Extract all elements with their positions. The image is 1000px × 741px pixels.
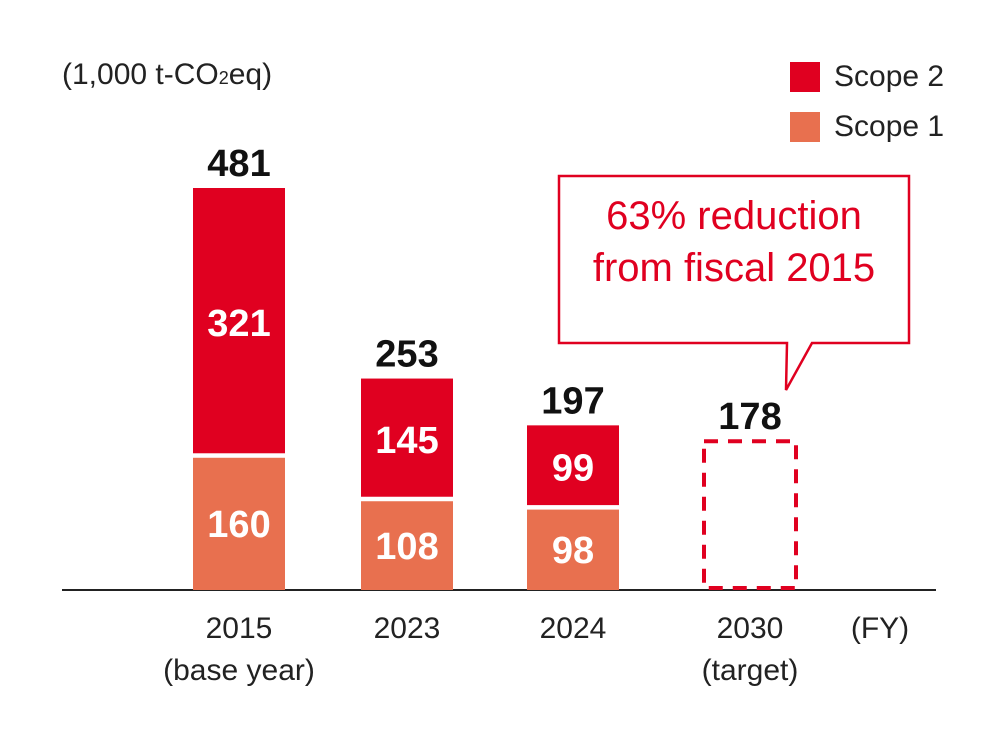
- x-tick-label: 2015: [206, 612, 273, 645]
- callout-box: [557, 174, 911, 391]
- unit-label: (1,000 t-CO2eq): [62, 58, 273, 91]
- segment-label: 108: [375, 526, 438, 568]
- legend-swatch-scope-2: [790, 62, 820, 92]
- annotation-line-1: 63% reduction: [606, 194, 862, 238]
- bar-scope-2: [361, 378, 453, 497]
- bar-scope-1: [193, 457, 285, 590]
- bar-scope-2: [527, 425, 619, 506]
- annotation-line-2: from fiscal 2015: [592, 246, 876, 290]
- reduction-annotation: 63% reduction from fiscal 2015: [560, 190, 908, 294]
- legend-swatch-scope-1: [790, 112, 820, 142]
- target-bar: [702, 439, 798, 590]
- legend-label: Scope 1: [834, 110, 945, 143]
- total-label: 178: [718, 396, 781, 438]
- segment-label: 99: [552, 448, 594, 490]
- x-tick-note: (base year): [163, 654, 315, 687]
- segment-label: 160: [207, 504, 270, 546]
- segment-label: 98: [552, 530, 594, 572]
- segment-label: 145: [375, 420, 438, 462]
- legend-label: Scope 2: [834, 60, 945, 93]
- x-tick-label: 2023: [374, 612, 441, 645]
- legend-scope-2: Scope 2: [790, 60, 944, 94]
- x-axis-label: (FY): [851, 612, 909, 645]
- x-tick-label: 2024: [540, 612, 607, 645]
- total-label: 253: [375, 334, 438, 376]
- total-label: 481: [207, 143, 270, 185]
- bar-scope-1: [527, 509, 619, 590]
- x-tick-label: 2030: [717, 612, 784, 645]
- legend-scope-1: Scope 1: [790, 110, 944, 144]
- x-tick-note: (target): [702, 654, 799, 687]
- total-label: 197: [541, 380, 604, 422]
- bar-scope-2: [193, 188, 285, 454]
- segment-label: 321: [207, 303, 270, 345]
- bar-scope-1: [361, 501, 453, 590]
